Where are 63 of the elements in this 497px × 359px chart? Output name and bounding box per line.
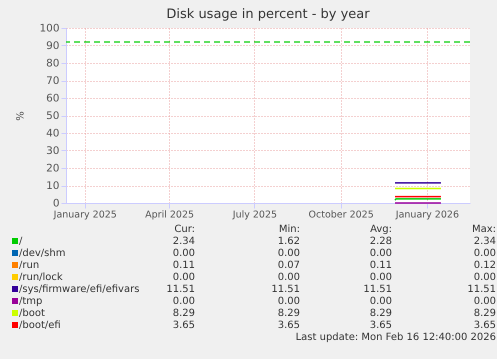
text: Last update: Mon Feb 16 12:40:00 2026 [294,332,496,344]
text: Avg: [369,224,392,236]
y-tick-label: 50 [46,110,60,122]
x-tick-label: January 2026 [394,210,459,220]
legend-label: /run/lock [18,272,64,284]
text: 8.29 [276,308,300,320]
y-tick-label: 10 [46,180,60,192]
text: 0.00 [472,272,496,284]
text: 3.65 [472,320,496,332]
legend-label: /run [18,260,40,272]
text: 0.00 [172,296,195,308]
text: 2.34 [172,236,195,248]
text: 0.07 [276,260,300,272]
text: Max: [470,224,496,236]
text: 3.65 [368,320,392,332]
x-tick-label: October 2025 [308,210,374,220]
text: 0.12 [472,260,496,272]
y-tick-label: 40 [46,128,60,140]
legend-label: /boot/efi [18,320,62,332]
text: 8.29 [172,308,195,320]
text: 0.00 [276,272,300,284]
y-tick-label: 0 [52,198,60,210]
legend-label: /boot [18,308,46,320]
text: 0.00 [172,248,195,260]
text: 0.00 [368,296,392,308]
text: Min: [278,224,300,236]
text: 11.51 [362,284,392,296]
legend-label: /tmp [18,296,44,308]
x-tick-label: April 2025 [145,210,194,220]
legend-label: / [18,236,24,248]
text: 2.28 [368,236,392,248]
text: 8.29 [472,308,496,320]
y-axis-title: % [15,111,26,121]
text: 2.34 [472,236,496,248]
text: 0.00 [368,248,392,260]
y-tick-label: 60 [46,92,60,104]
text: 1.62 [276,236,300,248]
y-tick-label: 100 [39,22,60,34]
text: 3.65 [276,320,300,332]
text: 0.00 [172,272,195,284]
text: 0.11 [368,260,392,272]
y-tick-label: 20 [46,162,60,174]
legend-label: /dev/shm [18,248,66,260]
text: 0.00 [276,296,300,308]
text: 0.00 [472,296,496,308]
text: Cur: [173,224,195,236]
text: 11.51 [270,284,300,296]
x-tick-label: January 2025 [52,210,117,220]
y-tick-label: 30 [46,145,60,157]
y-tick-label: 90 [46,40,60,52]
y-tick-label: 80 [46,58,60,70]
text: 8.29 [368,308,392,320]
x-tick-label: July 2025 [232,210,278,220]
text: 11.51 [165,284,195,296]
text: 3.65 [172,320,195,332]
legend-label: /sys/firmware/efi/efivars [18,284,140,296]
text: 11.51 [466,284,496,296]
text: 0.11 [172,260,195,272]
chart-title: Disk usage in percent - by year [166,7,370,22]
text: 0.00 [472,248,496,260]
text: 0.00 [276,248,300,260]
text: 0.00 [368,272,392,284]
y-tick-label: 70 [46,75,60,87]
